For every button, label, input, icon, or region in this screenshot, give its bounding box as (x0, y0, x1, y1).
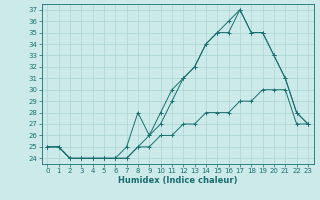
X-axis label: Humidex (Indice chaleur): Humidex (Indice chaleur) (118, 176, 237, 185)
